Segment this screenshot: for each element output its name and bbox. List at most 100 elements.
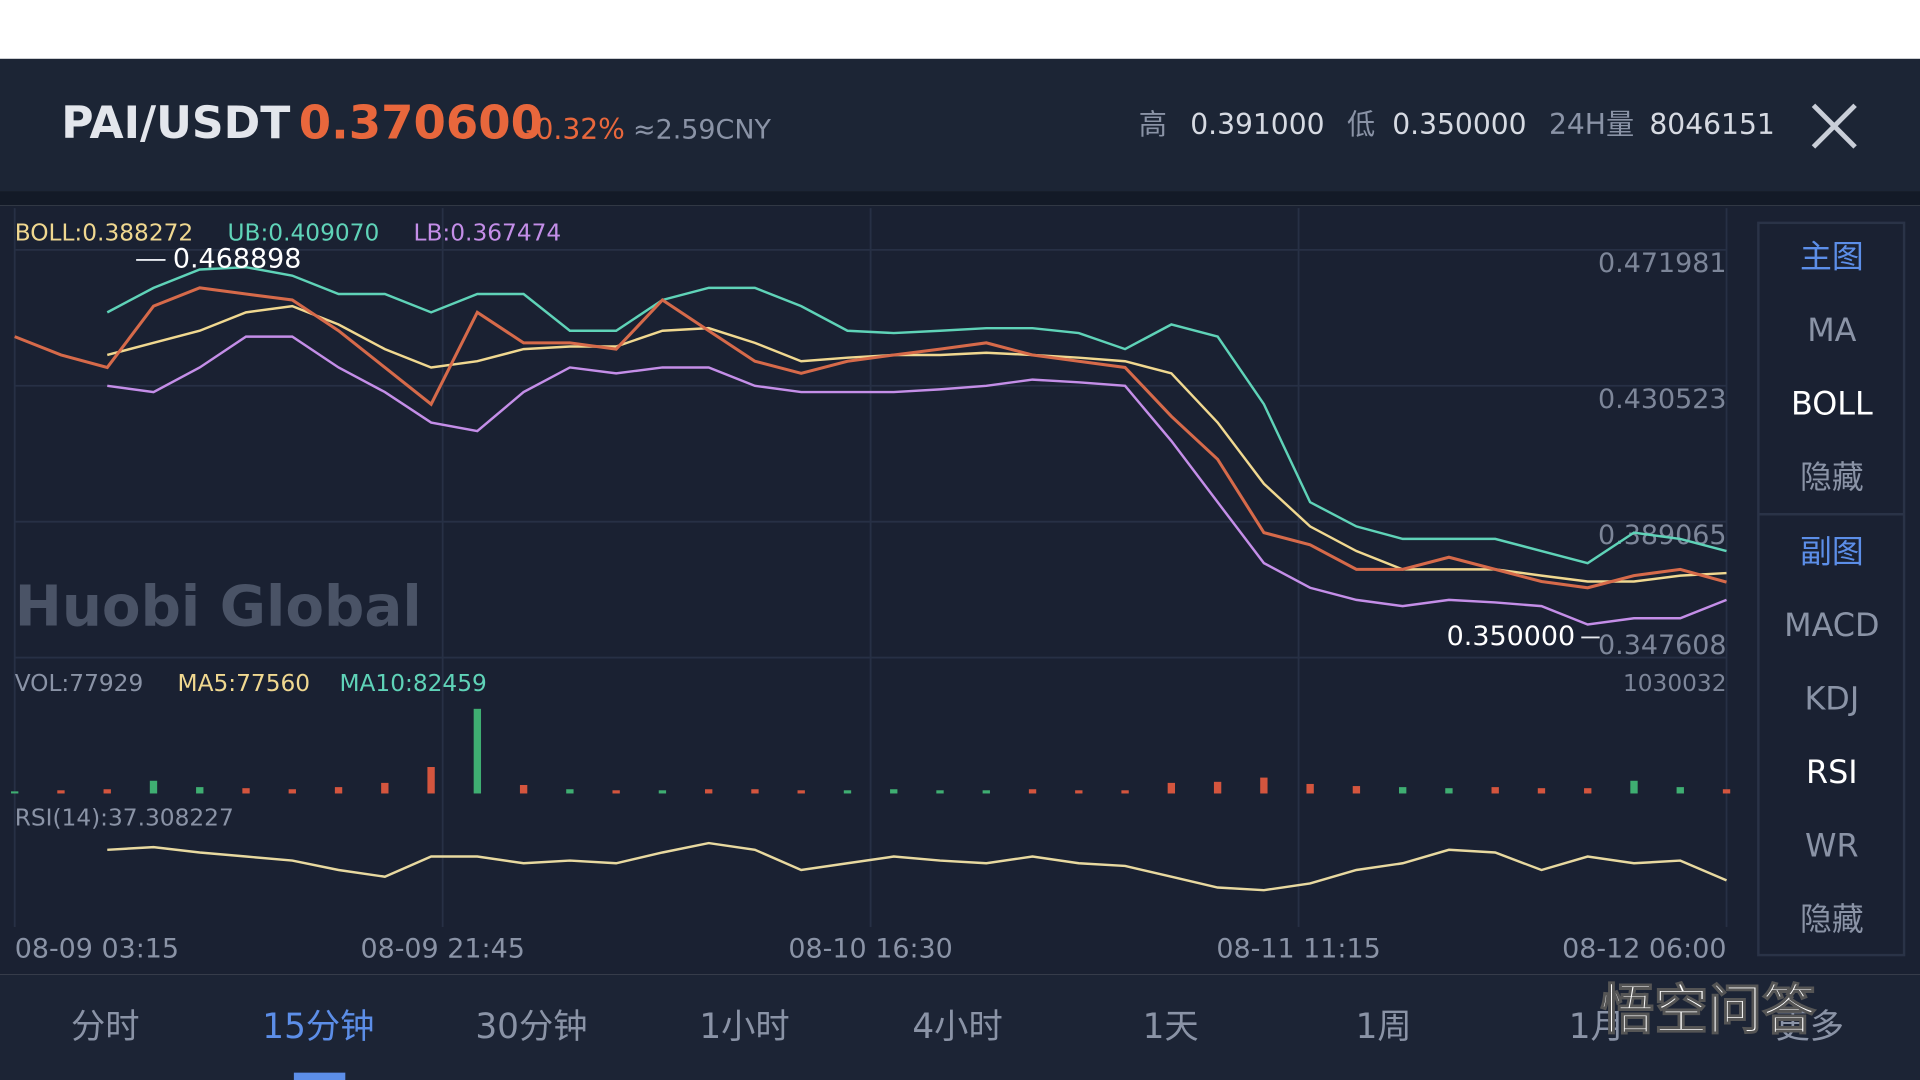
high-label: 高	[1139, 108, 1167, 141]
volume-bar	[196, 787, 204, 794]
menu-item[interactable]: 隐藏	[1800, 458, 1864, 496]
volume-bar	[103, 789, 111, 794]
volume-bar	[890, 789, 898, 794]
change: -0.32%	[525, 113, 625, 146]
volume-bar	[1306, 783, 1314, 794]
legend-entry: RSI(14):37.308227	[15, 805, 234, 832]
close-button[interactable]	[1811, 103, 1857, 149]
high-value: 0.391000	[1190, 108, 1324, 141]
volume-bar	[566, 789, 574, 794]
vol-value: 8046151	[1649, 108, 1774, 141]
y-tick-label: 0.430523	[1598, 384, 1726, 415]
legend-entry: MA10:82459	[339, 670, 486, 697]
volume-bar	[1121, 790, 1129, 794]
tab[interactable]: 1小时	[699, 1007, 789, 1047]
tab[interactable]: 更多	[1776, 1007, 1845, 1047]
legend-entry: BOLL:0.388272	[15, 219, 194, 246]
volume-bar	[1213, 781, 1222, 794]
volume-bar	[1398, 787, 1407, 794]
volume-bar	[705, 789, 713, 794]
volume-bar	[242, 788, 250, 794]
volume-bar	[612, 790, 620, 794]
volume-bar	[334, 787, 343, 794]
menu-item[interactable]: WR	[1805, 826, 1859, 864]
volume-bar	[11, 791, 19, 794]
min-marker-label: 0.350000	[1447, 621, 1575, 652]
series-line	[107, 335, 1727, 626]
top-band	[0, 0, 1920, 59]
pair: PAI/USDT	[61, 98, 290, 149]
legend-entry: UB:0.409070	[228, 219, 380, 246]
menu-title[interactable]: 副图	[1800, 532, 1864, 570]
volume-bar	[519, 785, 528, 794]
chart-area	[0, 205, 1920, 975]
x-tick-label: 08-11 11:15	[1216, 934, 1380, 965]
volume-bar	[1028, 789, 1037, 794]
volume-bar	[936, 790, 944, 794]
series-line	[107, 841, 1728, 892]
volume-bar	[1352, 786, 1361, 794]
volume-bar	[797, 790, 805, 794]
divider	[0, 191, 1920, 206]
volume-bar	[473, 708, 482, 794]
x-tick-label: 08-09 03:15	[15, 934, 179, 965]
y-tick-label: 1030032	[1623, 670, 1727, 697]
volume-bar	[427, 767, 435, 794]
tab[interactable]: 1周	[1356, 1007, 1412, 1047]
volume-bar	[1491, 787, 1499, 794]
header-bar	[0, 58, 1920, 192]
watermark-exchange: Huobi Global	[15, 574, 422, 639]
volume-bar	[57, 790, 65, 794]
volume-bar	[149, 780, 158, 794]
menu-item[interactable]: RSI	[1806, 753, 1858, 791]
y-tick-label: 0.471981	[1598, 248, 1726, 279]
volume-bar	[1075, 790, 1083, 794]
tab[interactable]: 4小时	[912, 1007, 1002, 1047]
volume-bar	[658, 790, 667, 794]
vol-label: 24H量	[1549, 108, 1634, 141]
volume-bar	[1445, 788, 1453, 794]
menu-title[interactable]: 主图	[1800, 237, 1864, 275]
watermark-site: 悟空问答	[1600, 979, 1816, 1042]
tab[interactable]: 1天	[1143, 1007, 1199, 1047]
tab[interactable]: 30分钟	[475, 1007, 587, 1047]
tab[interactable]: 1月	[1569, 1007, 1625, 1047]
low-value: 0.350000	[1392, 108, 1526, 141]
volume-bar	[381, 782, 389, 794]
series-line	[14, 286, 1727, 590]
volume-bar	[1167, 782, 1176, 794]
volume-bar	[843, 790, 852, 794]
series-line	[106, 265, 1727, 565]
volume-bar	[1722, 789, 1731, 794]
menu-item[interactable]: KDJ	[1804, 679, 1859, 717]
x-tick-label: 08-09 21:45	[360, 934, 524, 965]
legend-entry: MA5:77560	[178, 670, 311, 697]
y-tick-label: 0.347608	[1598, 630, 1726, 661]
menu-item[interactable]: MA	[1807, 311, 1856, 349]
x-tick-label: 08-10 16:30	[788, 934, 952, 965]
menu-item[interactable]: BOLL	[1791, 384, 1873, 422]
cny: ≈2.59CNY	[633, 115, 771, 146]
tab[interactable]: 分时	[71, 1007, 140, 1047]
tab[interactable]: 15分钟	[262, 1007, 374, 1047]
volume-bar	[1537, 788, 1546, 794]
menu-item[interactable]: MACD	[1784, 606, 1879, 644]
volume-bar	[1630, 780, 1638, 794]
volume-bar	[1676, 787, 1684, 794]
side-menu	[1757, 221, 1906, 957]
tab-bar	[0, 974, 1920, 1080]
active-tab-underline	[293, 1072, 346, 1080]
low-label: 低	[1347, 108, 1375, 141]
x-tick-label: 08-12 06:00	[1562, 934, 1726, 965]
volume-bar	[1584, 788, 1592, 794]
price: 0.370600	[299, 96, 543, 150]
series-line	[106, 304, 1727, 583]
legend-entry: VOL:77929	[15, 670, 144, 697]
volume-bar	[288, 789, 296, 794]
max-marker-label: 0.468898	[173, 243, 301, 274]
volume-bar	[982, 790, 990, 794]
volume-bar	[751, 789, 759, 794]
menu-item[interactable]: 隐藏	[1800, 900, 1864, 938]
